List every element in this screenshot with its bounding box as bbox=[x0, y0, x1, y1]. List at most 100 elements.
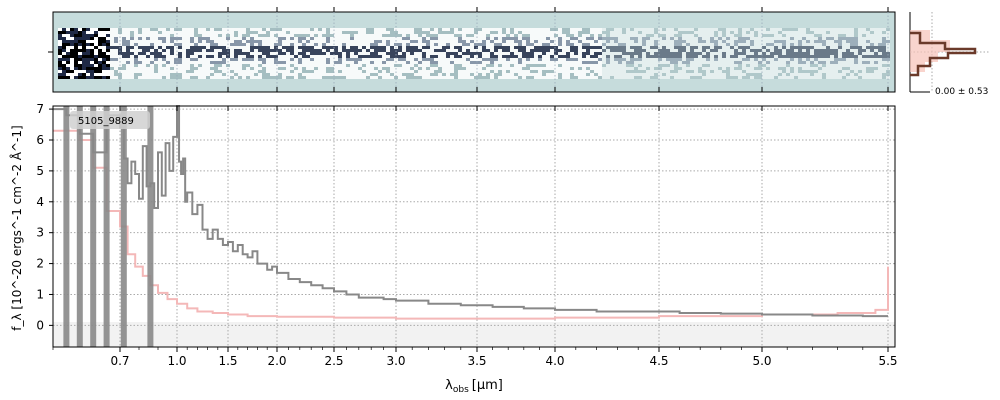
heatmap-cell bbox=[278, 70, 282, 73]
heatmap-cell bbox=[886, 37, 890, 40]
heatmap-cell bbox=[674, 67, 678, 70]
heatmap-cell bbox=[258, 64, 262, 67]
heatmap-cell bbox=[230, 52, 234, 55]
heatmap-cell bbox=[702, 73, 706, 76]
heatmap-cell bbox=[330, 58, 334, 61]
heatmap-cell bbox=[246, 49, 250, 52]
heatmap-cell bbox=[530, 55, 534, 58]
heatmap-cell bbox=[770, 67, 774, 70]
heatmap-cell bbox=[78, 40, 82, 43]
heatmap-cell bbox=[678, 73, 682, 76]
heatmap-cell bbox=[98, 31, 102, 34]
heatmap-cell bbox=[182, 40, 186, 43]
heatmap-cell bbox=[614, 34, 618, 37]
heatmap-cell bbox=[462, 70, 466, 73]
heatmap-cell bbox=[582, 52, 586, 55]
heatmap-cell bbox=[678, 34, 682, 37]
heatmap-cell bbox=[690, 55, 694, 58]
heatmap-cell bbox=[814, 76, 818, 79]
heatmap-cell bbox=[686, 55, 690, 58]
heatmap-cell bbox=[178, 46, 182, 49]
heatmap-cell bbox=[606, 46, 610, 49]
heatmap-cell bbox=[878, 31, 882, 34]
heatmap-cell bbox=[522, 31, 526, 34]
heatmap-cell bbox=[726, 28, 730, 31]
heatmap-cell bbox=[710, 61, 714, 64]
heatmap-cell bbox=[418, 70, 422, 73]
heatmap-cell bbox=[462, 73, 466, 76]
heatmap-cell bbox=[142, 52, 146, 55]
heatmap-cell bbox=[370, 76, 374, 79]
heatmap-cell bbox=[634, 52, 638, 55]
heatmap-cell bbox=[110, 31, 114, 34]
heatmap-cell bbox=[90, 37, 94, 40]
heatmap-cell bbox=[350, 40, 354, 43]
heatmap-cell bbox=[258, 58, 262, 61]
heatmap-cell bbox=[262, 37, 266, 40]
heatmap-cell bbox=[486, 34, 490, 37]
heatmap-cell bbox=[710, 52, 714, 55]
y-tick-label: 3 bbox=[36, 226, 44, 240]
heatmap-cell bbox=[714, 37, 718, 40]
heatmap-cell bbox=[834, 73, 838, 76]
heatmap-cell bbox=[742, 58, 746, 61]
heatmap-cell bbox=[138, 55, 142, 58]
heatmap-cell bbox=[714, 34, 718, 37]
heatmap-cell bbox=[390, 46, 394, 49]
heatmap-cell bbox=[614, 61, 618, 64]
heatmap-cell bbox=[558, 61, 562, 64]
heatmap-cell bbox=[546, 64, 550, 67]
heatmap-cell bbox=[178, 70, 182, 73]
heatmap-cell bbox=[722, 46, 726, 49]
heatmap-cell bbox=[514, 61, 518, 64]
heatmap-cell bbox=[610, 46, 614, 49]
heatmap-cell bbox=[446, 37, 450, 40]
heatmap-cell bbox=[526, 52, 530, 55]
heatmap-cell bbox=[626, 34, 630, 37]
heatmap-cell bbox=[694, 37, 698, 40]
heatmap-cell bbox=[106, 46, 110, 49]
heatmap-cell bbox=[298, 70, 302, 73]
heatmap-cell bbox=[410, 58, 414, 61]
heatmap-cell bbox=[142, 67, 146, 70]
heatmap-cell bbox=[626, 73, 630, 76]
heatmap-cell bbox=[810, 67, 814, 70]
heatmap-cell bbox=[214, 67, 218, 70]
heatmap-cell bbox=[674, 64, 678, 67]
heatmap-cell bbox=[258, 76, 262, 79]
heatmap-cell bbox=[254, 64, 258, 67]
heatmap-cell bbox=[702, 28, 706, 31]
heatmap-cell bbox=[382, 58, 386, 61]
heatmap-cell bbox=[862, 46, 866, 49]
heatmap-cell bbox=[606, 43, 610, 46]
heatmap-cell bbox=[82, 46, 86, 49]
heatmap-cell bbox=[322, 70, 326, 73]
heatmap-cell bbox=[102, 37, 106, 40]
heatmap-cell bbox=[286, 46, 290, 49]
heatmap-cell bbox=[146, 70, 150, 73]
heatmap-cell bbox=[594, 73, 598, 76]
heatmap-cell bbox=[602, 28, 606, 31]
heatmap-cell bbox=[66, 55, 70, 58]
heatmap-cell bbox=[494, 64, 498, 67]
heatmap-cell bbox=[570, 46, 574, 49]
heatmap-cell bbox=[214, 31, 218, 34]
heatmap-cell bbox=[182, 73, 186, 76]
heatmap-cell bbox=[194, 70, 198, 73]
heatmap-cell bbox=[462, 40, 466, 43]
heatmap-cell bbox=[430, 67, 434, 70]
x-axis-label: λobs [μm] bbox=[445, 378, 503, 395]
heatmap-cell bbox=[818, 31, 822, 34]
heatmap-cell bbox=[178, 61, 182, 64]
heatmap-cell bbox=[510, 55, 514, 58]
heatmap-cell bbox=[142, 46, 146, 49]
heatmap-cell bbox=[206, 61, 210, 64]
heatmap-cell bbox=[650, 61, 654, 64]
heatmap-cell bbox=[170, 70, 174, 73]
heatmap-cell bbox=[274, 43, 278, 46]
heatmap-cell bbox=[826, 61, 830, 64]
heatmap-cell bbox=[126, 34, 130, 37]
heatmap-cell bbox=[358, 76, 362, 79]
heatmap-cell bbox=[86, 52, 90, 55]
heatmap-cell bbox=[58, 70, 62, 73]
